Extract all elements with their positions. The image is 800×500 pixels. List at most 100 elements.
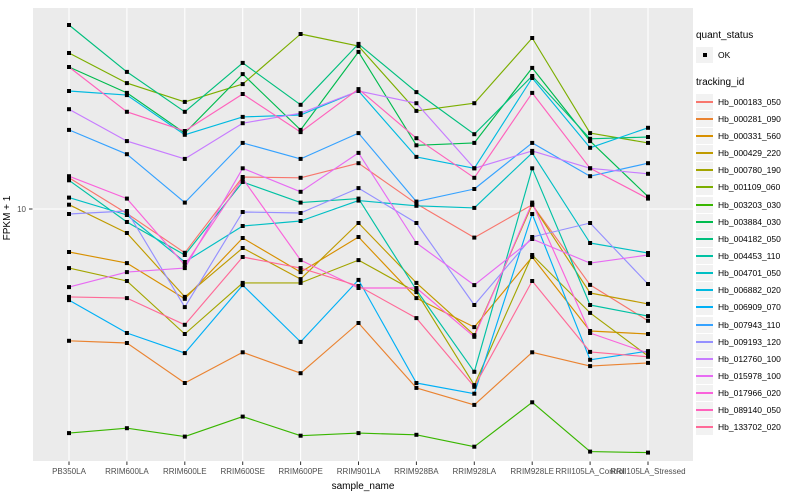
data-point-Hb_003884_030-RRIM600SE <box>240 72 245 77</box>
data-point-Hb_015978_100-RRIM928BA <box>414 241 419 245</box>
data-point-Hb_006882_020-PB350LA <box>67 89 71 93</box>
legend-key-swatch <box>696 265 713 282</box>
data-point-Hb_001109_060-RRIM600LE <box>182 99 187 104</box>
legend-item-Hb_000331_560: Hb_000331_560 <box>696 127 800 144</box>
data-point-Hb_012760_100-RRIM600LE <box>182 156 187 161</box>
data-point-Hb_004701_050-RRIM600SE <box>240 224 245 228</box>
data-point-Hb_003203_030-RRIM901LA <box>356 431 361 436</box>
data-point-Hb_003203_030-RRII105LA_Control <box>588 449 593 454</box>
data-point-Hb_009193_120-RRIM600LE <box>182 305 187 310</box>
data-point-Hb_004701_050-RRII105LA_Control <box>588 241 593 245</box>
data-point-Hb_001109_060-PB350LA <box>67 51 71 55</box>
data-point-Hb_004182_050-RRIM600SE <box>240 60 245 65</box>
data-point-Hb_001109_060-RRII105LA_Stressed <box>646 140 650 145</box>
data-point-Hb_000183_050-RRII105LA_Stressed <box>646 318 650 323</box>
data-point-Hb_006882_020-RRIM928LE <box>530 76 535 80</box>
data-point-Hb_012760_100-RRIM600LA <box>124 139 129 144</box>
data-point-Hb_004182_050-RRIM901LA <box>356 41 361 46</box>
legend-item-Hb_017966_020: Hb_017966_020 <box>696 385 800 402</box>
legend-key-swatch <box>696 282 713 299</box>
data-point-Hb_133702_020-RRIM600SE <box>240 255 245 259</box>
data-point-Hb_000281_090-RRIM600LA <box>124 341 129 345</box>
data-point-Hb_009193_120-RRIM901LA <box>356 186 361 191</box>
data-point-Hb_000281_090-RRIM600SE <box>240 350 245 355</box>
data-point-Hb_000429_220-RRIM600PE <box>298 277 303 282</box>
legend-label: Hb_004182_050 <box>718 233 781 244</box>
data-point-Hb_009193_120-RRIM600SE <box>240 210 245 214</box>
data-point-Hb_089140_050-RRII105LA_Control <box>588 166 593 171</box>
data-point-Hb_004453_110-RRIM600LA <box>124 220 129 224</box>
legend-line-icon <box>696 203 713 206</box>
data-point-Hb_007943_110-RRIM901LA <box>356 131 361 136</box>
data-point-Hb_006882_020-RRIM600SE <box>240 114 245 119</box>
data-point-Hb_000281_090-RRIM928LE <box>530 350 535 355</box>
x-tick-label-RRIM928BA: RRIM928BA <box>394 467 439 476</box>
data-point-Hb_017966_020-RRIM600PE <box>298 258 303 263</box>
data-point-Hb_006909_070-RRIM600SE <box>240 283 245 288</box>
legend-line-icon <box>696 306 713 309</box>
data-point-Hb_003884_030-RRIM928LA <box>472 140 477 145</box>
legend-label: OK <box>718 49 731 60</box>
legend-line-icon <box>696 169 713 172</box>
data-point-Hb_000183_050-RRIM901LA <box>356 161 361 166</box>
data-point-Hb_009193_120-RRII105LA_Control <box>588 221 593 225</box>
data-point-Hb_004182_050-PB350LA <box>67 23 71 27</box>
data-point-Hb_015978_100-PB350LA <box>67 285 71 290</box>
data-point-Hb_004182_050-RRIM600LA <box>124 69 129 74</box>
legend-label: Hb_009193_120 <box>718 336 781 347</box>
legend-item-Hb_007943_110: Hb_007943_110 <box>696 316 800 333</box>
legend-line-icon <box>696 254 713 257</box>
legend-label: Hb_004701_050 <box>718 268 781 279</box>
data-point-Hb_000780_190-RRIM600LA <box>124 279 129 283</box>
data-point-Hb_003203_030-RRIM600LE <box>182 434 187 439</box>
data-point-Hb_000429_220-RRIM600LA <box>124 231 129 235</box>
data-point-Hb_000331_560-RRIM901LA <box>356 235 361 239</box>
x-tick-label-RRIM928LE: RRIM928LE <box>510 467 554 476</box>
data-point-Hb_004453_110-RRIM600LE <box>182 253 187 257</box>
legend-key-swatch <box>696 333 713 350</box>
legend-key-quant <box>696 46 713 63</box>
legend-key-swatch <box>696 145 713 162</box>
data-point-Hb_004453_110-RRII105LA_Stressed <box>646 314 650 319</box>
legend-line-icon <box>696 152 713 155</box>
data-point-Hb_017966_020-RRII105LA_Stressed <box>646 351 650 356</box>
data-point-Hb_004701_050-RRIM600LE <box>182 260 187 264</box>
data-point-Hb_000429_220-RRII105LA_Control <box>588 291 593 295</box>
data-point-Hb_017966_020-RRII105LA_Control <box>588 331 593 335</box>
data-point-Hb_004453_110-RRIM928LA <box>472 369 477 374</box>
data-point-Hb_000331_560-PB350LA <box>67 250 71 254</box>
data-point-Hb_006909_070-RRII105LA_Control <box>588 357 593 362</box>
data-point-Hb_001109_060-RRIM600LA <box>124 81 129 86</box>
data-point-Hb_000183_050-RRIM600PE <box>298 175 303 180</box>
data-point-Hb_000281_090-RRII105LA_Control <box>588 364 593 369</box>
data-point-Hb_017966_020-RRIM928BA <box>414 286 419 290</box>
data-point-Hb_133702_020-RRIM901LA <box>356 284 361 288</box>
legend-label: Hb_006882_020 <box>718 285 781 296</box>
legend-item-Hb_004453_110: Hb_004453_110 <box>696 247 800 264</box>
legend-key-swatch <box>696 179 713 196</box>
legend-line-icon <box>696 289 713 292</box>
data-point-Hb_009193_120-RRIM600LA <box>124 209 129 213</box>
data-point-Hb_004701_050-RRIM928BA <box>414 203 419 208</box>
data-point-Hb_133702_020-RRIM928LE <box>530 279 535 283</box>
data-point-Hb_006882_020-RRII105LA_Control <box>588 145 593 150</box>
data-point-Hb_012760_100-RRIM928LE <box>530 148 535 153</box>
data-point-Hb_003884_030-RRIM901LA <box>356 49 361 54</box>
data-point-Hb_007943_110-PB350LA <box>67 127 71 132</box>
data-point-Hb_009193_120-RRIM928BA <box>414 221 419 225</box>
data-point-Hb_017966_020-RRIM600LA <box>124 196 129 201</box>
data-point-Hb_006909_070-RRIM600LA <box>124 331 129 335</box>
data-point-Hb_003203_030-RRIM928LE <box>530 400 535 405</box>
data-point-Hb_004453_110-PB350LA <box>67 178 71 183</box>
data-point-Hb_003203_030-RRIM600PE <box>298 433 303 438</box>
data-point-Hb_000183_050-RRIM600LE <box>182 250 187 255</box>
x-tick-label-RRII105LA_Control: RRII105LA_Control <box>555 467 625 476</box>
legend-key-swatch <box>696 350 713 367</box>
data-point-Hb_133702_020-RRIM600LE <box>182 322 187 327</box>
data-point-Hb_007943_110-RRIM928LE <box>530 140 535 145</box>
data-point-Hb_009193_120-RRIM928LA <box>472 303 477 307</box>
legend-title-tracking-id: tracking_id <box>696 77 745 89</box>
legend-key-swatch <box>696 299 713 316</box>
data-point-Hb_001109_060-RRIM600PE <box>298 32 303 36</box>
data-point-Hb_000429_220-RRII105LA_Stressed <box>646 301 650 306</box>
